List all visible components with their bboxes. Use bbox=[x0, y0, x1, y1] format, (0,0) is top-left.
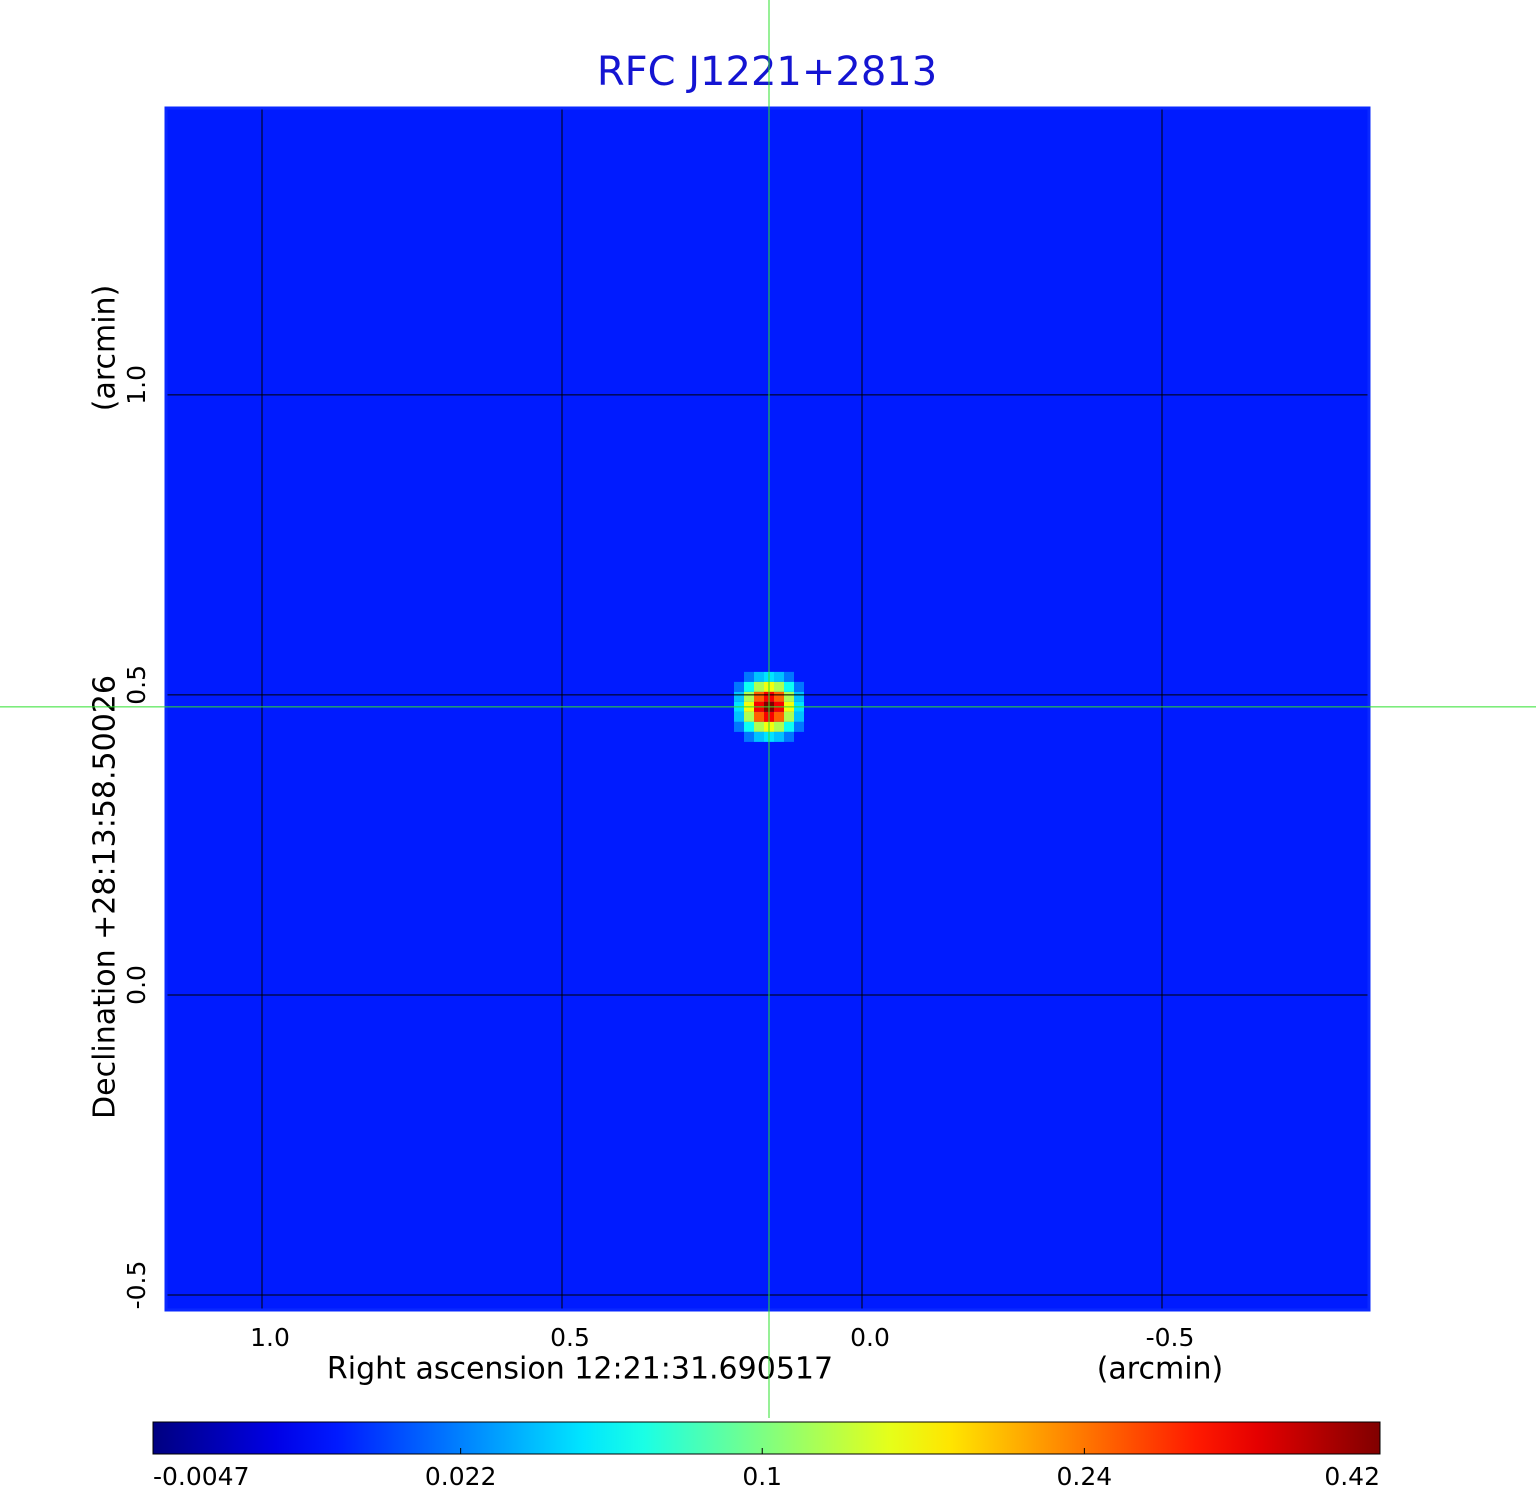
source-pixel bbox=[734, 711, 744, 722]
x-tick-label: 0.0 bbox=[850, 1323, 890, 1352]
colorbar-tick-label: 0.42 bbox=[1324, 1462, 1380, 1491]
y-tick-label: 0.0 bbox=[122, 965, 151, 1005]
y-axis-label: Declination +28:13:58.50026 bbox=[88, 675, 123, 1119]
y-tick-label: -0.5 bbox=[122, 1261, 151, 1310]
source-pixel bbox=[774, 721, 784, 732]
source-pixel bbox=[784, 731, 794, 742]
colorbar-tick-label: 0.24 bbox=[1057, 1462, 1113, 1491]
source-pixel bbox=[784, 671, 794, 682]
source-pixel bbox=[784, 681, 794, 692]
source-pixel bbox=[754, 721, 764, 732]
source-pixel bbox=[744, 721, 754, 732]
source-pixel bbox=[744, 731, 754, 742]
source-pixel bbox=[794, 711, 804, 722]
source-pixel bbox=[754, 691, 764, 702]
source-pixel bbox=[774, 691, 784, 702]
source-pixel bbox=[744, 711, 754, 722]
chart-title: RFC J1221+2813 bbox=[597, 49, 937, 95]
source-pixel bbox=[784, 691, 794, 702]
source-pixel bbox=[734, 691, 744, 702]
source-pixel bbox=[774, 731, 784, 742]
source-pixel bbox=[754, 711, 764, 722]
colorbar-tick-label: -0.0047 bbox=[153, 1462, 250, 1491]
y-tick-label: 0.5 bbox=[122, 665, 151, 705]
source-pixel bbox=[754, 671, 764, 682]
y-tick-label: 1.0 bbox=[122, 365, 151, 405]
colorbar bbox=[152, 1421, 1381, 1455]
source-pixel bbox=[794, 681, 804, 692]
source-pixel bbox=[784, 711, 794, 722]
source-pixel bbox=[734, 721, 744, 732]
source-pixel bbox=[774, 711, 784, 722]
colorbar-tick-label: 0.1 bbox=[742, 1462, 782, 1491]
source-pixel bbox=[754, 681, 764, 692]
y-axis-unit: (arcmin) bbox=[88, 285, 123, 412]
x-tick-label: 0.5 bbox=[550, 1323, 590, 1352]
x-tick-label: 1.0 bbox=[250, 1323, 290, 1352]
plot-frame bbox=[164, 106, 1371, 1312]
source-pixel bbox=[794, 721, 804, 732]
source-pixel bbox=[774, 671, 784, 682]
source-pixel bbox=[744, 691, 754, 702]
source-pixel bbox=[754, 731, 764, 742]
source-pixel bbox=[774, 681, 784, 692]
source-pixel bbox=[744, 671, 754, 682]
source-pixel bbox=[784, 721, 794, 732]
source-pixel bbox=[794, 691, 804, 702]
source-pixel bbox=[744, 681, 754, 692]
source-pixel bbox=[734, 681, 744, 692]
x-tick-label: -0.5 bbox=[1146, 1323, 1195, 1352]
x-axis-unit: (arcmin) bbox=[1097, 1352, 1224, 1387]
x-axis-label: Right ascension 12:21:31.690517 bbox=[327, 1352, 833, 1387]
colorbar-tick-label: 0.022 bbox=[425, 1462, 497, 1491]
